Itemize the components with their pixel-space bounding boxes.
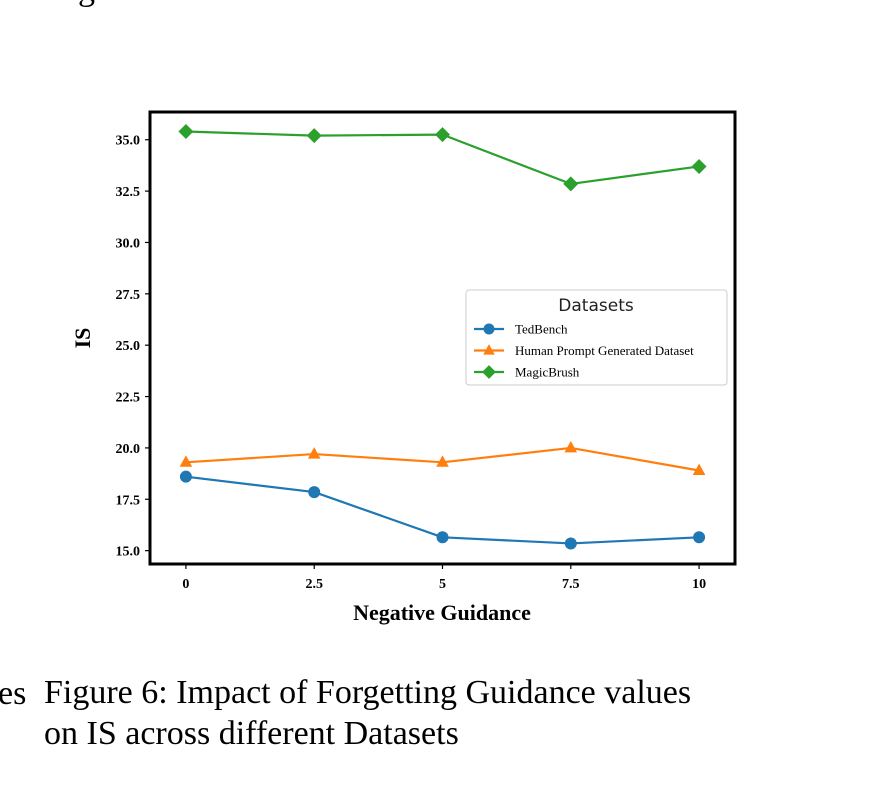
- x-tick-label: 0: [182, 577, 189, 592]
- data-point-tedbench: [693, 531, 706, 544]
- x-tick-label: 7.5: [562, 577, 580, 592]
- x-tick-label: 10: [692, 577, 706, 592]
- legend-entry-magicbrush: MagicBrush: [474, 365, 580, 380]
- y-tick-label: 32.5: [116, 185, 141, 200]
- y-tick-label: 35.0: [116, 134, 141, 149]
- y-tick-label: 17.5: [116, 493, 141, 508]
- x-tick-label: 2.5: [305, 577, 323, 592]
- y-tick-label: 27.5: [116, 288, 141, 303]
- y-tick-label: 25.0: [116, 339, 141, 354]
- data-point-magicbrush: [563, 176, 579, 192]
- data-point-human-prompt-generated-dataset: [179, 455, 193, 467]
- legend-label-human-prompt-generated-dataset: Human Prompt Generated Dataset: [515, 343, 694, 358]
- data-point-tedbench: [179, 470, 192, 483]
- legend-marker-magicbrush: [482, 365, 496, 379]
- legend-marker-tedbench: [483, 323, 495, 335]
- page-fragment-left: es: [0, 675, 27, 712]
- series-layer: [178, 124, 707, 550]
- caption-line-1: Figure 6: Impact of Forgetting Guidance …: [44, 674, 692, 711]
- caption-line-2: on IS across different Datasets: [44, 715, 459, 752]
- data-point-tedbench: [436, 531, 449, 544]
- x-axis-title: Negative Guidance: [353, 600, 531, 625]
- y-tick-label: 22.5: [116, 391, 141, 406]
- legend-label-magicbrush: MagicBrush: [515, 365, 580, 380]
- data-point-magicbrush: [306, 128, 322, 144]
- figure-caption: Figure 6: Impact of Forgetting Guidance …: [44, 672, 844, 754]
- page-fragment-top: g: [78, 0, 95, 10]
- legend-entry-tedbench: TedBench: [474, 322, 568, 337]
- series-magicbrush: [178, 124, 707, 192]
- data-point-human-prompt-generated-dataset: [436, 455, 449, 467]
- data-point-human-prompt-generated-dataset: [564, 441, 578, 453]
- legend-title: Datasets: [558, 296, 634, 316]
- data-point-human-prompt-generated-dataset: [307, 447, 321, 459]
- series-tedbench: [179, 470, 706, 550]
- data-point-human-prompt-generated-dataset: [692, 463, 706, 476]
- legend-marker-human-prompt-generated-dataset: [483, 344, 495, 355]
- y-tick-label: 20.0: [116, 442, 141, 457]
- legend-entry-human-prompt-generated-dataset: Human Prompt Generated Dataset: [474, 343, 694, 358]
- x-tick-label: 5: [439, 577, 446, 592]
- legend-entries: TedBench Human Prompt Generated Dataset Ma…: [474, 322, 694, 380]
- series-human-prompt-generated-dataset: [179, 441, 706, 476]
- legend-box: [465, 289, 728, 386]
- data-point-tedbench: [308, 486, 321, 499]
- y-tick-label: 15.0: [116, 545, 141, 560]
- y-axis-title: IS: [70, 328, 95, 349]
- x-axis: 0 2.5 5 7.5 10: [182, 564, 706, 592]
- y-tick-label: 30.0: [116, 236, 141, 251]
- line-chart: 0 2.5 5 7.5 10 15.0 17.5 20.0 22.5 25.0 27.5 30.0 3…: [70, 110, 737, 625]
- data-point-magicbrush: [435, 127, 450, 143]
- data-point-magicbrush: [178, 124, 194, 140]
- data-point-tedbench: [564, 537, 577, 550]
- legend: Datasets TedBench Human Prompt Generated …: [465, 289, 728, 386]
- data-point-magicbrush: [691, 158, 707, 174]
- legend-label-tedbench: TedBench: [515, 322, 568, 337]
- y-axis: 15.0 17.5 20.0 22.5 25.0 27.5 30.0 32.5 35.0: [116, 134, 150, 560]
